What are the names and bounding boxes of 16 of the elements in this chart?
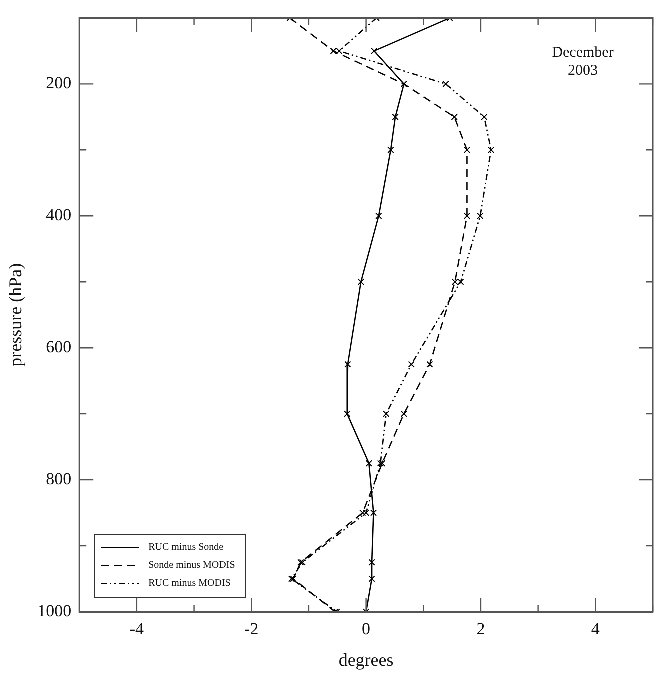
legend-label: Sonde minus MODIS (148, 559, 236, 573)
y-tick-label: 1000 (38, 601, 72, 620)
legend-label: RUC minus MODIS (148, 577, 231, 591)
y-tick-label: 800 (46, 470, 72, 489)
x-tick-label: -2 (244, 620, 259, 639)
y-tick-label: 200 (46, 74, 72, 93)
x-tick-label: 2 (476, 620, 486, 639)
y-axis-title: pressure (hPa) (6, 263, 26, 367)
x-tick-label: 4 (591, 620, 600, 639)
x-tick-label: -4 (130, 620, 145, 639)
x-axis-title: degrees (338, 650, 394, 670)
y-tick-label: 600 (46, 338, 72, 357)
y-tick-label: 400 (46, 206, 72, 225)
legend-label: RUC minus Sonde (148, 541, 224, 555)
annotation: December 2003 (552, 45, 614, 80)
x-tick-label: 0 (362, 620, 371, 639)
